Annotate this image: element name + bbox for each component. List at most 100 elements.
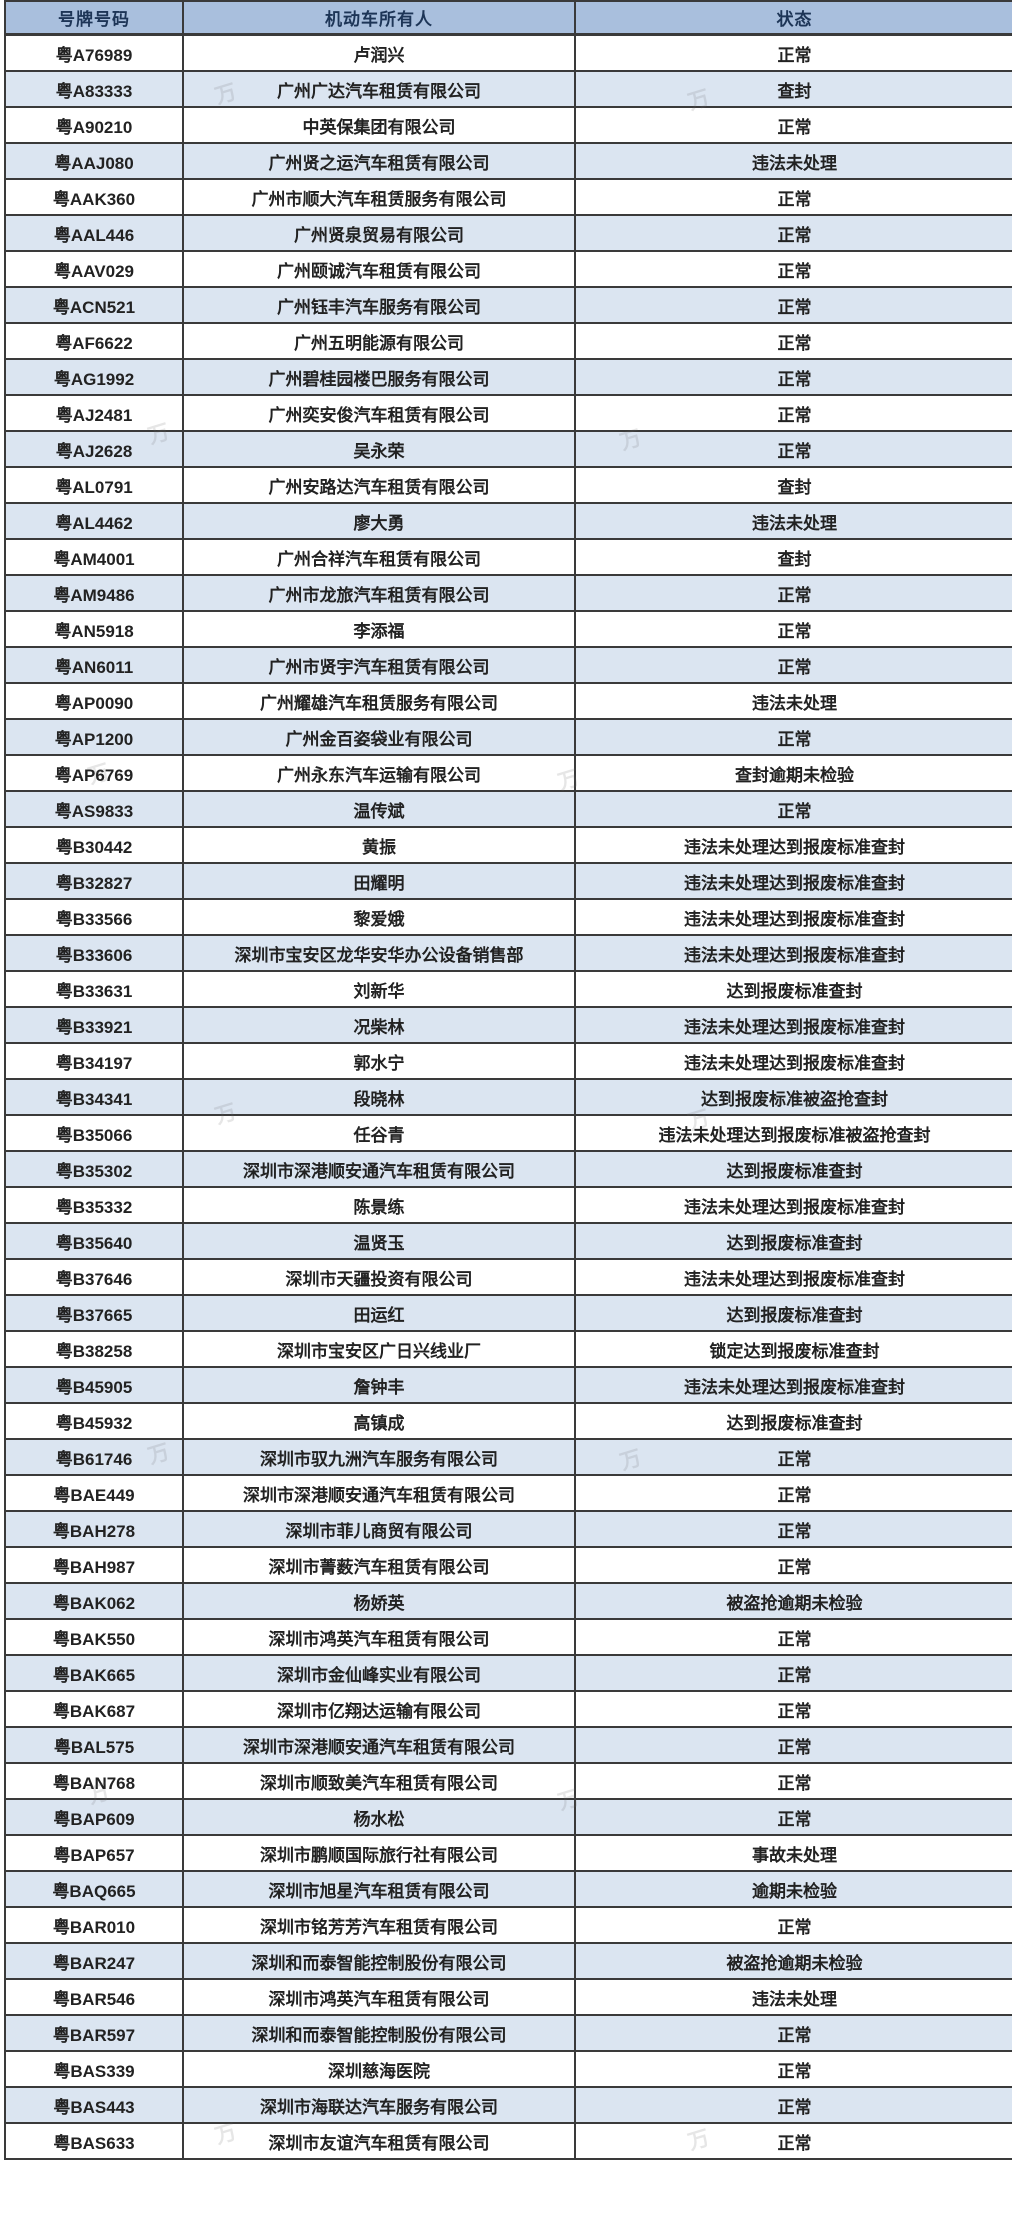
cell-status: 正常: [575, 251, 1012, 288]
cell-status: 正常: [575, 1511, 1012, 1548]
table-row: 粤BAR546 深圳市鸿英汽车租赁有限公司 违法未处理: [5, 1979, 1012, 2016]
table-row: 粤AAL446 广州贤泉贸易有限公司 正常: [5, 215, 1012, 252]
cell-status: 正常: [575, 647, 1012, 684]
cell-owner: 廖大勇: [183, 503, 576, 540]
cell-owner: 深圳市亿翔达运输有限公司: [183, 1691, 576, 1728]
cell-status: 正常: [575, 1619, 1012, 1656]
cell-status: 违法未处理: [575, 1979, 1012, 2016]
table-row: 粤B35640 温贤玉 达到报废标准查封: [5, 1223, 1012, 1260]
cell-status: 违法未处理: [575, 503, 1012, 540]
table-row: 粤AAJ080 广州贤之运汽车租赁有限公司 违法未处理: [5, 143, 1012, 180]
table-row: 粤A90210 中英保集团有限公司 正常: [5, 107, 1012, 144]
cell-plate: 粤BAS339: [5, 2051, 184, 2088]
table-row: 粤BAR597 深圳和而泰智能控制股份有限公司 正常: [5, 2015, 1012, 2052]
cell-plate: 粤AAV029: [5, 251, 184, 288]
cell-status: 查封逾期未检验: [575, 755, 1012, 792]
cell-status: 违法未处理达到报废标准查封: [575, 1259, 1012, 1296]
cell-status: 达到报废标准查封: [575, 1295, 1012, 1332]
cell-status: 正常: [575, 359, 1012, 396]
cell-owner: 况柴林: [183, 1007, 576, 1044]
column-header-plate-number: 号牌号码: [5, 1, 184, 36]
cell-status: 正常: [575, 1691, 1012, 1728]
cell-plate: 粤AAL446: [5, 215, 184, 252]
table-body: 粤A76989 卢润兴 正常 粤A83333 广州广达汽车租赁有限公司 查封 粤A90210…: [5, 34, 1012, 2160]
table-row: 粤B61746 深圳市驭九洲汽车服务有限公司 正常: [5, 1439, 1012, 1476]
cell-status: 被盗抢逾期未检验: [575, 1943, 1012, 1980]
table-row: 粤B35066 任谷青 违法未处理达到报废标准被盗抢查封: [5, 1115, 1012, 1152]
cell-plate: 粤AS9833: [5, 791, 184, 828]
table-row: 粤AL0791 广州安路达汽车租赁有限公司 查封: [5, 467, 1012, 504]
cell-plate: 粤B32827: [5, 863, 184, 900]
cell-plate: 粤B34197: [5, 1043, 184, 1080]
cell-owner: 广州广达汽车租赁有限公司: [183, 71, 576, 108]
cell-plate: 粤BAH987: [5, 1547, 184, 1584]
cell-owner: 深圳市友谊汽车租赁有限公司: [183, 2123, 576, 2160]
table-row: 粤AJ2628 吴永荣 正常: [5, 431, 1012, 468]
cell-plate: 粤B33921: [5, 1007, 184, 1044]
cell-plate: 粤BAR010: [5, 1907, 184, 1944]
cell-status: 正常: [575, 1475, 1012, 1512]
cell-owner: 温贤玉: [183, 1223, 576, 1260]
cell-status: 违法未处理达到报废标准查封: [575, 1187, 1012, 1224]
table-row: 粤B45932 高镇成 达到报废标准查封: [5, 1403, 1012, 1440]
table-row: 粤BAK550 深圳市鸿英汽车租赁有限公司 正常: [5, 1619, 1012, 1656]
table-row: 粤BAH278 深圳市菲儿商贸有限公司 正常: [5, 1511, 1012, 1548]
cell-owner: 深圳市菁薮汽车租赁有限公司: [183, 1547, 576, 1584]
cell-owner: 深圳市鸿英汽车租赁有限公司: [183, 1619, 576, 1656]
vehicle-status-table: 号牌号码 机动车所有人 状态 粤A76989 卢润兴 正常 粤A83333 广州广达汽车…: [4, 0, 1012, 2160]
cell-plate: 粤B35640: [5, 1223, 184, 1260]
table-row: 粤BAS633 深圳市友谊汽车租赁有限公司 正常: [5, 2123, 1012, 2160]
cell-plate: 粤BAP609: [5, 1799, 184, 1836]
cell-plate: 粤BAK665: [5, 1655, 184, 1692]
cell-owner: 深圳市顺致美汽车租赁有限公司: [183, 1763, 576, 1800]
cell-plate: 粤BAR247: [5, 1943, 184, 1980]
table-row: 粤ACN521 广州钰丰汽车服务有限公司 正常: [5, 287, 1012, 324]
table-header-row: 号牌号码 机动车所有人 状态: [5, 1, 1012, 36]
cell-status: 逾期未检验: [575, 1871, 1012, 1908]
cell-status: 正常: [575, 1907, 1012, 1944]
cell-plate: 粤AP6769: [5, 755, 184, 792]
table-row: 粤AL4462 廖大勇 违法未处理: [5, 503, 1012, 540]
cell-status: 事故未处理: [575, 1835, 1012, 1872]
cell-owner: 深圳市菲儿商贸有限公司: [183, 1511, 576, 1548]
cell-owner: 深圳市鹏顺国际旅行社有限公司: [183, 1835, 576, 1872]
table-row: 粤BAK687 深圳市亿翔达运输有限公司 正常: [5, 1691, 1012, 1728]
cell-plate: 粤BAE449: [5, 1475, 184, 1512]
table-row: 粤BAS443 深圳市海联达汽车服务有限公司 正常: [5, 2087, 1012, 2124]
table-row: 粤AAV029 广州颐诚汽车租赁有限公司 正常: [5, 251, 1012, 288]
cell-status: 正常: [575, 323, 1012, 360]
cell-plate: 粤A90210: [5, 107, 184, 144]
column-header-vehicle-owner: 机动车所有人: [183, 1, 576, 36]
cell-plate: 粤AL4462: [5, 503, 184, 540]
cell-status: 查封: [575, 71, 1012, 108]
cell-status: 正常: [575, 1439, 1012, 1476]
cell-status: 违法未处理达到报废标准被盗抢查封: [575, 1115, 1012, 1152]
cell-owner: 深圳市天疆投资有限公司: [183, 1259, 576, 1296]
table-row: 粤AP0090 广州耀雄汽车租赁服务有限公司 违法未处理: [5, 683, 1012, 720]
table-row: 粤BAQ665 深圳市旭星汽车租赁有限公司 逾期未检验: [5, 1871, 1012, 1908]
table-row: 粤AJ2481 广州奕安俊汽车租赁有限公司 正常: [5, 395, 1012, 432]
cell-plate: 粤AAJ080: [5, 143, 184, 180]
cell-plate: 粤AM9486: [5, 575, 184, 612]
table-row: 粤B33921 况柴林 违法未处理达到报废标准查封: [5, 1007, 1012, 1044]
cell-plate: 粤BAH278: [5, 1511, 184, 1548]
cell-owner: 郭水宁: [183, 1043, 576, 1080]
cell-plate: 粤BAN768: [5, 1763, 184, 1800]
cell-owner: 黎爱娥: [183, 899, 576, 936]
cell-plate: 粤BAP657: [5, 1835, 184, 1872]
column-header-status: 状态: [575, 1, 1012, 36]
cell-status: 违法未处理达到报废标准查封: [575, 935, 1012, 972]
cell-owner: 深圳市铭芳芳汽车租赁有限公司: [183, 1907, 576, 1944]
cell-status: 达到报废标准查封: [575, 971, 1012, 1008]
cell-plate: 粤B37646: [5, 1259, 184, 1296]
cell-owner: 深圳市金仙峰实业有限公司: [183, 1655, 576, 1692]
cell-owner: 广州钰丰汽车服务有限公司: [183, 287, 576, 324]
cell-plate: 粤B35302: [5, 1151, 184, 1188]
cell-owner: 李添福: [183, 611, 576, 648]
cell-plate: 粤AJ2481: [5, 395, 184, 432]
cell-owner: 詹钟丰: [183, 1367, 576, 1404]
table-row: 粤BAP609 杨水松 正常: [5, 1799, 1012, 1836]
cell-plate: 粤BAK062: [5, 1583, 184, 1620]
cell-plate: 粤BAQ665: [5, 1871, 184, 1908]
table-row: 粤BAL575 深圳市深港顺安通汽车租赁有限公司 正常: [5, 1727, 1012, 1764]
